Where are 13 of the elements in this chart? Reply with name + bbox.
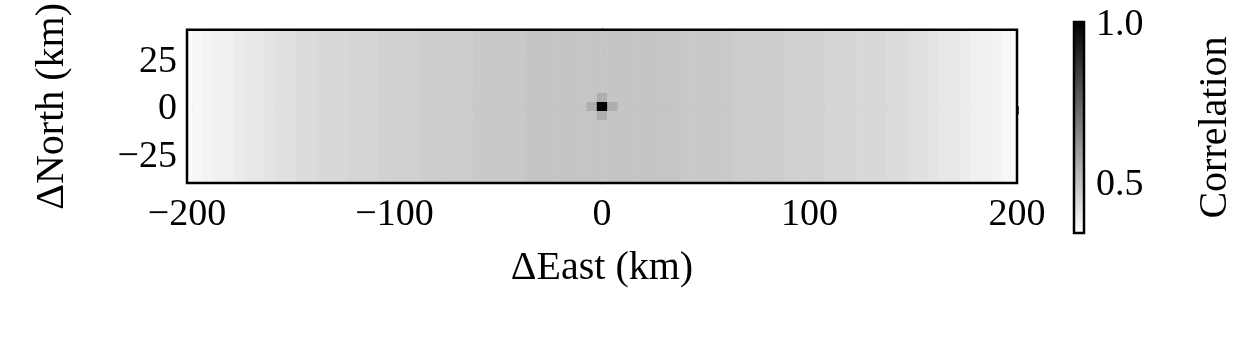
x-tick-label: −200 [147,191,227,233]
x-tick-label: 0 [592,191,612,233]
y-tick-label: −25 [117,133,177,176]
y-tick-label: 0 [158,85,177,128]
x-tick-label: 100 [781,191,838,233]
color-bar-label: 0.5 [1096,160,1144,203]
x-tick-label: 200 [988,191,1046,233]
x-tick-label: −100 [355,191,434,233]
color-bar-title: Correlation [1189,36,1235,219]
color-bar-label: 1.0 [1096,1,1144,43]
y-tick-label: 25 [139,37,177,80]
x-axis-title: ΔEast (km) [510,242,694,288]
y-axis-title: ΔNorth (km) [26,3,72,210]
